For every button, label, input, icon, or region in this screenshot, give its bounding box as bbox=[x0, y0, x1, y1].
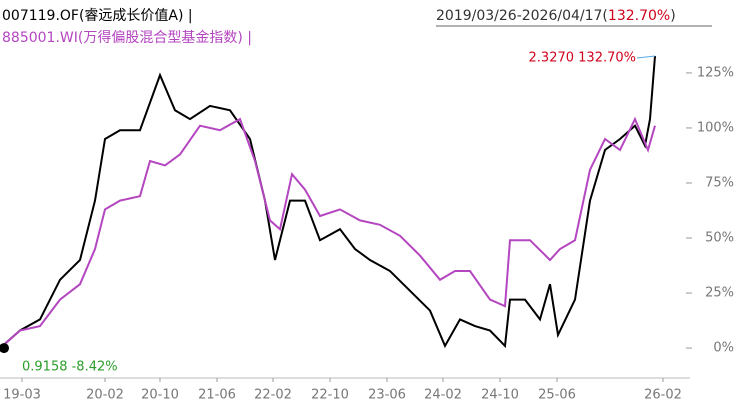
y-tick-label: 125% bbox=[697, 65, 734, 80]
max-annotation: 2.3270 132.70% bbox=[529, 51, 636, 66]
x-tick-label: 26-02 bbox=[644, 388, 682, 403]
y-tick-label: 0% bbox=[713, 341, 734, 356]
range-return: 132.70% bbox=[608, 8, 670, 24]
chart-title: 007119.OF(睿远成长价值A) | bbox=[2, 8, 193, 24]
series-line bbox=[0, 116, 656, 349]
y-tick-label: 75% bbox=[705, 175, 734, 190]
range-label: 2019/03/26-2026/04/17(132.70%) bbox=[436, 8, 676, 24]
x-tick-label: 19-03 bbox=[3, 388, 41, 403]
x-tick-label: 21-06 bbox=[198, 388, 236, 403]
x-tick-label: 23-06 bbox=[368, 388, 406, 403]
x-tick-label: 24-02 bbox=[424, 388, 462, 403]
leader bbox=[636, 55, 656, 59]
y-tick-label: 25% bbox=[705, 286, 734, 301]
series-line bbox=[0, 55, 656, 349]
x-tick-label: 22-10 bbox=[311, 388, 349, 403]
chart-subtitle: 885001.WI(万得偏股混合型基金指数) | bbox=[2, 29, 252, 46]
start-dot bbox=[0, 343, 9, 354]
y-tick-label: 50% bbox=[705, 231, 734, 246]
x-tick-label: 25-06 bbox=[538, 388, 576, 403]
range-text: 2019/03/26-2026/04/17( bbox=[436, 8, 608, 24]
x-tick-label: 24-10 bbox=[481, 388, 519, 403]
x-tick-label: 20-10 bbox=[141, 388, 179, 403]
y-tick-label: 100% bbox=[697, 120, 734, 135]
range-close: ) bbox=[670, 8, 675, 24]
min-annotation: 0.9158 -8.42% bbox=[22, 360, 118, 375]
x-tick-label: 20-02 bbox=[86, 388, 124, 403]
x-tick-label: 22-02 bbox=[254, 388, 292, 403]
